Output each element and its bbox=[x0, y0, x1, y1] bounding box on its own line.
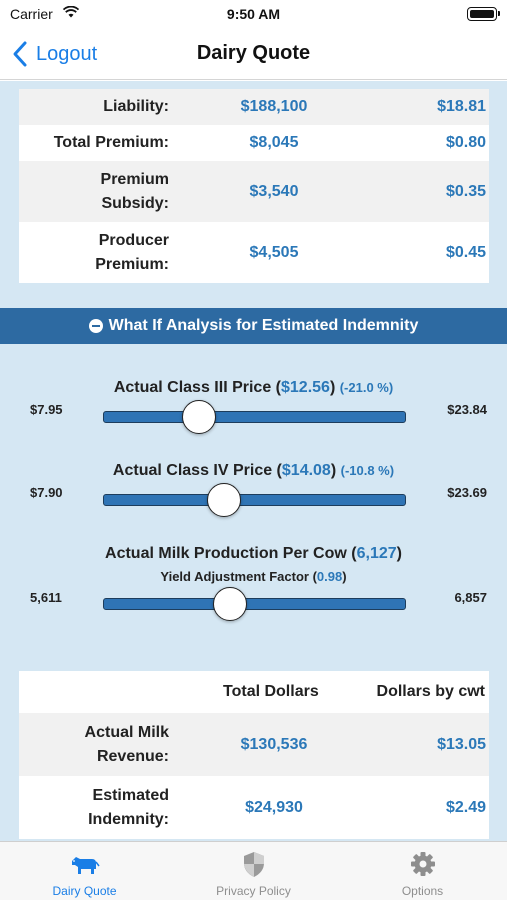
chevron-left-icon bbox=[13, 41, 27, 67]
carrier-label: Carrier bbox=[10, 6, 53, 22]
class-iv-price-slider[interactable] bbox=[103, 483, 406, 517]
row-total: $3,540 bbox=[249, 182, 299, 200]
row-label-line: Premium: bbox=[95, 255, 169, 273]
class-iii-price-slider[interactable] bbox=[103, 400, 406, 434]
table-row: Liability: $188,100 $18.81 bbox=[19, 89, 489, 125]
slider-sub-value: 0.98 bbox=[316, 569, 343, 584]
row-cwt: $13.05 bbox=[437, 735, 486, 753]
slider-title: Actual Class IV Price ($14.08) (-10.8 %) bbox=[112, 462, 395, 479]
navigation-bar: Logout Dairy Quote bbox=[0, 28, 507, 80]
slider-thumb[interactable] bbox=[213, 587, 248, 621]
row-cwt: $0.80 bbox=[445, 134, 486, 151]
table-row: Premium Subsidy: $3,540 $0.35 bbox=[19, 161, 489, 222]
shield-icon bbox=[244, 852, 264, 877]
table-row: Total Premium: $8,045 $0.80 bbox=[19, 125, 489, 161]
slider-percent: (-10.8 %) bbox=[340, 463, 395, 478]
slider-value: 6,127 bbox=[356, 545, 397, 562]
row-label-line: Indemnity: bbox=[88, 810, 169, 828]
tab-bar: Dairy Quote Privacy Policy Options bbox=[0, 841, 507, 900]
milk-production-slider[interactable] bbox=[103, 587, 406, 621]
slider-max: 6,857 bbox=[454, 590, 487, 605]
tab-label: Dairy Quote bbox=[52, 884, 117, 898]
tab-label: Privacy Policy bbox=[216, 884, 291, 898]
table-row: Estimated Indemnity: $24,930 $2.49 bbox=[19, 776, 489, 839]
slider-title: Actual Class III Price ($12.56) (-21.0 %… bbox=[113, 379, 394, 396]
tab-label: Options bbox=[401, 884, 444, 898]
table-header-row: Total Dollars Dollars by cwt bbox=[19, 671, 489, 713]
table-row: Actual Milk Revenue: $130,536 $13.05 bbox=[19, 713, 489, 776]
row-cwt: $0.45 bbox=[445, 243, 486, 261]
slider-value: $12.56 bbox=[281, 379, 330, 396]
battery-icon bbox=[467, 7, 500, 21]
slider-subtitle: Yield Adjustment Factor (0.98) bbox=[160, 569, 347, 584]
row-total: $24,930 bbox=[245, 798, 303, 816]
row-label-line: Producer bbox=[98, 231, 169, 249]
logout-label: Logout bbox=[36, 42, 98, 65]
gear-icon bbox=[411, 852, 435, 876]
what-if-title: What If Analysis for Estimated Indemnity bbox=[108, 317, 419, 334]
slider-min: $7.90 bbox=[30, 485, 63, 500]
quote-content[interactable]: Liability: $188,100 $18.81 Total Premium… bbox=[0, 81, 507, 841]
row-cwt: $0.35 bbox=[445, 182, 486, 200]
collapse-minus-icon bbox=[88, 319, 103, 333]
slider-value: $14.08 bbox=[281, 462, 331, 479]
cow-icon bbox=[72, 857, 100, 874]
slider-max: $23.69 bbox=[447, 485, 487, 500]
row-cwt: $2.49 bbox=[445, 798, 486, 816]
row-total: $130,536 bbox=[240, 735, 308, 753]
row-label-line: Subsidy: bbox=[101, 194, 169, 212]
tab-privacy-policy[interactable]: Privacy Policy bbox=[169, 842, 338, 900]
row-total: $4,505 bbox=[249, 243, 299, 261]
row-label: Premium Subsidy: bbox=[19, 168, 169, 216]
row-label-line: Estimated bbox=[92, 786, 169, 804]
slider-thumb[interactable] bbox=[207, 483, 242, 517]
slider-title: Actual Milk Production Per Cow (6,127) bbox=[105, 545, 402, 562]
row-label: Producer Premium: bbox=[19, 229, 169, 277]
header-dollars-by-cwt: Dollars by cwt bbox=[376, 683, 485, 700]
row-label: Actual Milk Revenue: bbox=[19, 721, 169, 769]
slider-label: Actual Class III Price bbox=[113, 379, 272, 396]
row-label: Estimated Indemnity: bbox=[19, 784, 169, 832]
row-total: $8,045 bbox=[249, 134, 299, 151]
slider-thumb[interactable] bbox=[181, 400, 216, 434]
clock: 9:50 AM bbox=[226, 6, 281, 22]
row-label: Liability: bbox=[103, 98, 169, 115]
wifi-icon bbox=[63, 6, 79, 18]
slider-min: 5,611 bbox=[30, 590, 62, 605]
row-total: $188,100 bbox=[240, 98, 308, 115]
tab-dairy-quote[interactable]: Dairy Quote bbox=[0, 842, 169, 900]
logout-button[interactable]: Logout bbox=[10, 38, 97, 70]
row-label-line: Actual Milk bbox=[84, 723, 169, 741]
row-label-line: Revenue: bbox=[96, 747, 169, 765]
slider-sub-label: Yield Adjustment Factor bbox=[160, 569, 309, 584]
row-label: Total Premium: bbox=[53, 134, 169, 151]
slider-min: $7.95 bbox=[30, 402, 63, 417]
table-row: Producer Premium: $4,505 $0.45 bbox=[19, 222, 489, 283]
row-label-line: Premium bbox=[100, 170, 169, 188]
row-cwt: $18.81 bbox=[437, 98, 486, 115]
status-bar: Carrier 9:50 AM bbox=[0, 0, 507, 28]
slider-percent: (-21.0 %) bbox=[339, 380, 394, 395]
header-total-dollars: Total Dollars bbox=[223, 683, 319, 700]
slider-label: Actual Class IV Price bbox=[112, 462, 273, 479]
tab-options[interactable]: Options bbox=[338, 842, 507, 900]
what-if-section-toggle[interactable]: What If Analysis for Estimated Indemnity bbox=[0, 308, 507, 344]
slider-max: $23.84 bbox=[447, 402, 487, 417]
slider-label: Actual Milk Production Per Cow bbox=[105, 545, 347, 562]
page-title: Dairy Quote bbox=[196, 42, 311, 64]
